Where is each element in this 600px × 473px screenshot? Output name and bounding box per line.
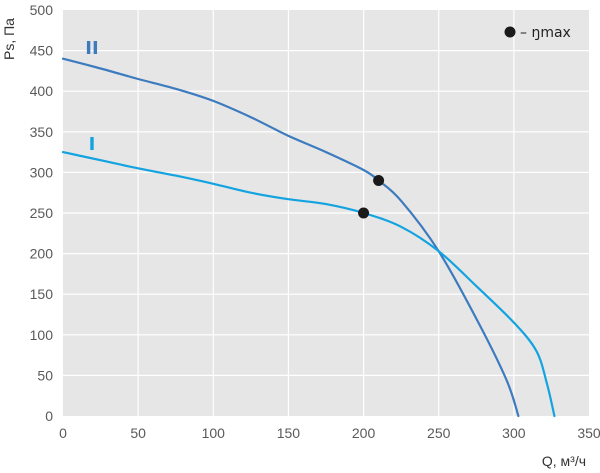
y-tick-label: 300 [30,164,54,180]
y-tick-label: 450 [30,43,54,59]
eta-max-point-I [358,207,370,219]
y-tick-label: 50 [37,367,53,383]
eta-max-markers [358,175,385,219]
y-tick-label: 100 [30,327,54,343]
y-tick-label: 0 [45,408,53,424]
series-line-I [61,151,556,418]
x-tick-label: 200 [352,425,376,441]
y-tick-label: 500 [30,2,54,18]
legend-label: – ŋmax [520,25,571,41]
x-tick-label: 350 [577,425,600,441]
x-tick-label: 0 [59,425,67,441]
legend: – ŋmax [504,25,571,41]
x-axis-ticks: 0 50 100 150 200 250 300 350 [59,425,600,441]
y-axis-label: Ps, Па [1,18,17,60]
series-label-I: I [89,134,96,155]
y-tick-label: 400 [30,83,54,99]
y-tick-label: 200 [30,246,54,262]
series-line-II [61,57,520,418]
series-lines [61,57,556,418]
grid-lines [63,10,589,416]
x-tick-label: 50 [130,425,146,441]
eta-max-point-II [373,175,385,187]
y-tick-label: 150 [30,286,54,302]
series-label-II: II [85,38,98,59]
x-tick-label: 100 [202,425,226,441]
series-labels: III [85,38,98,155]
x-axis-label: Q, м³/ч [542,453,586,469]
y-axis-ticks: 0 50 100 150 200 250 300 350 400 450 500 [30,2,54,424]
y-tick-label: 350 [30,124,54,140]
x-tick-label: 150 [277,425,301,441]
x-tick-label: 250 [427,425,451,441]
y-tick-label: 250 [30,205,54,221]
x-tick-label: 300 [502,425,526,441]
legend-marker [504,26,516,38]
